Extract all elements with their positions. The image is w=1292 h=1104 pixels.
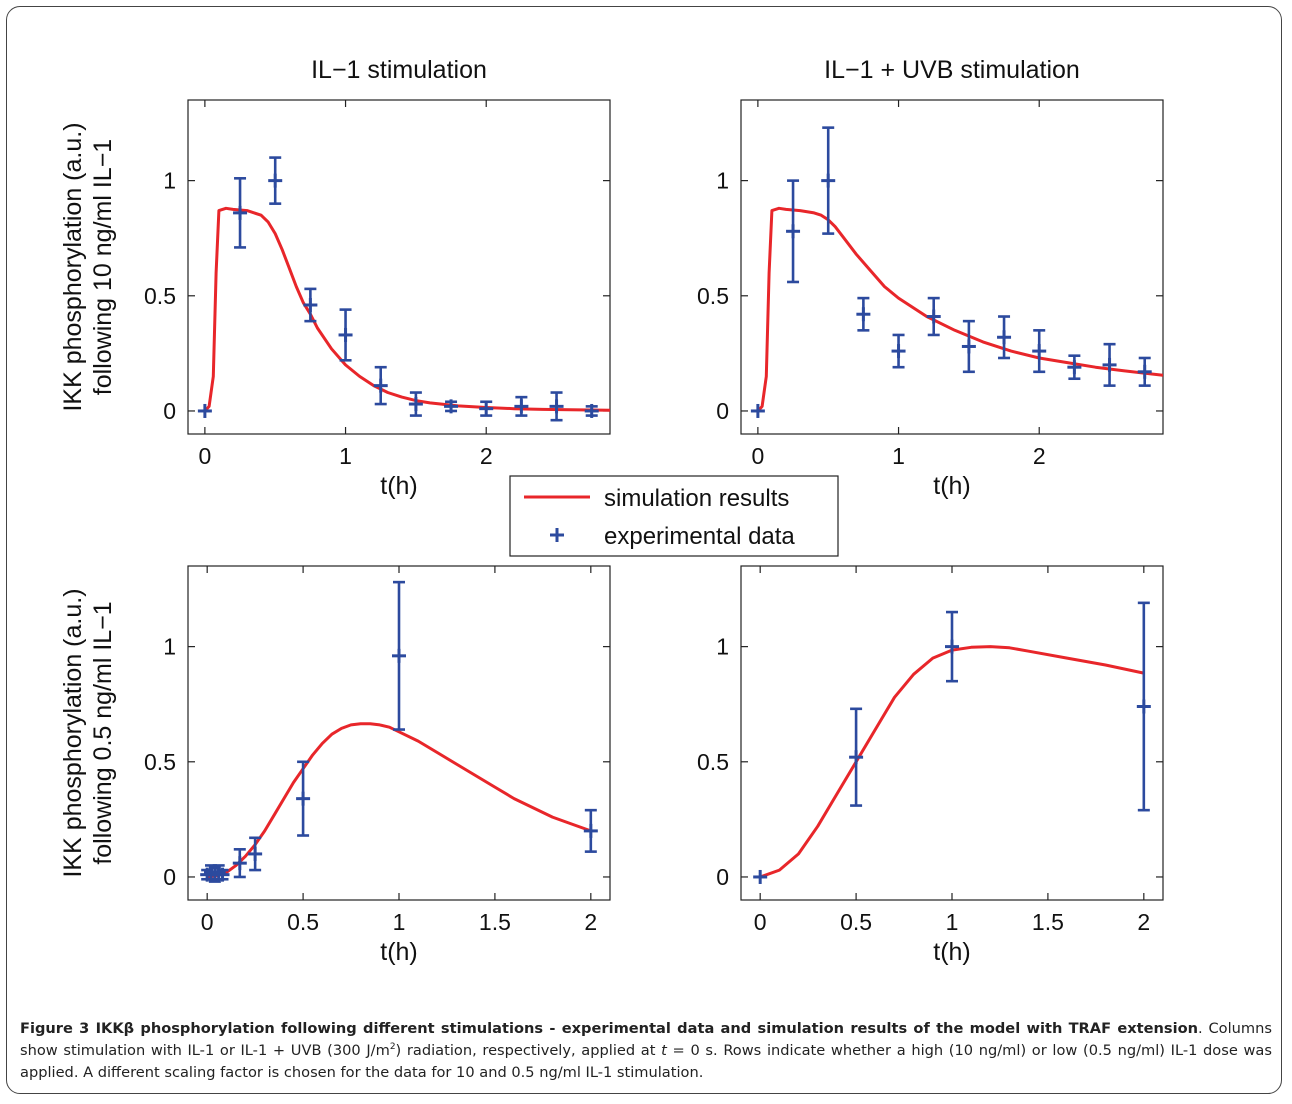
data-point	[296, 760, 311, 837]
data-point	[1067, 354, 1082, 381]
simulation-curve	[759, 645, 1145, 879]
data-point	[268, 156, 283, 205]
chart-title: IL−1 stimulation	[311, 56, 487, 84]
chart-panel-3: 0 0.5 1 1.5 2 0 0.5 1 t(h) IKK phosphorylation (a…	[59, 565, 611, 966]
y-tick-label: 1	[716, 634, 729, 660]
data-point	[1137, 356, 1152, 387]
data-point	[926, 296, 941, 337]
legend-box	[509, 475, 839, 557]
y-tick-label: 0.5	[144, 749, 176, 775]
chart-panel-1: 0 1 2 0 0.5 1 IL−1 stimulation t(h) IKK phosphor…	[59, 56, 611, 500]
data-point	[373, 365, 388, 406]
figure-panels: 0 1 2 0 0.5 1 IL−1 stimulation t(h) IKK phosphor…	[59, 56, 1164, 966]
legend-label-experimental: experimental data	[604, 523, 795, 550]
data-point	[1102, 342, 1117, 387]
data-point	[215, 867, 230, 882]
data-point	[961, 319, 976, 374]
data-point	[248, 836, 263, 872]
x-tick-label: 1	[393, 909, 406, 935]
x-tick-label: 2	[584, 909, 597, 935]
simulation-curve	[207, 722, 592, 879]
y-tick-label: 0	[716, 398, 729, 424]
data-point	[408, 391, 423, 417]
data-point	[584, 403, 599, 418]
data-point	[821, 126, 836, 235]
caption-body-pre: . Columns show stimulation with IL-1 or …	[20, 1020, 1272, 1059]
data-point	[945, 610, 959, 683]
x-tick-label: 2	[1137, 909, 1150, 935]
x-tick-label: 1	[892, 443, 905, 469]
x-tick-label: 0	[201, 909, 214, 935]
data-point	[232, 848, 247, 879]
caption-superscript: 2	[389, 1042, 396, 1053]
data-point	[233, 177, 248, 249]
simulation-curve	[203, 206, 610, 413]
simulation-curve	[756, 206, 1163, 413]
data-point	[338, 308, 353, 362]
data-point	[583, 808, 598, 853]
data-point	[197, 403, 212, 418]
data-point	[786, 179, 801, 284]
y-axis-label-2: following 0.5 ng/ml IL−1	[89, 601, 117, 864]
data-point	[849, 707, 864, 807]
y-tick-label: 1	[163, 634, 176, 660]
figure-caption: Figure 3 IKKβ phosphorylation following …	[20, 1018, 1272, 1084]
data-point	[479, 400, 494, 417]
x-axis-label: t(h)	[933, 472, 971, 500]
x-tick-label: 2	[480, 443, 493, 469]
x-tick-label: 1	[339, 443, 352, 469]
legend-plus-swatch	[550, 528, 564, 542]
data-point	[1032, 329, 1047, 374]
caption-body-mid: ) radiation, respectively, applied at	[395, 1042, 662, 1059]
figure-frame	[6, 6, 1282, 1094]
x-tick-label: 0	[751, 443, 764, 469]
data-point	[997, 315, 1012, 360]
y-tick-label: 0	[163, 398, 176, 424]
chart-title: IL−1 + UVB stimulation	[824, 56, 1080, 84]
data-point	[1136, 601, 1151, 812]
y-axis-label: IKK phosphorylation (a.u.)	[59, 122, 87, 411]
x-tick-label: 0	[198, 443, 211, 469]
data-point	[856, 296, 871, 332]
caption-variable: t	[661, 1042, 667, 1059]
x-tick-label: 1.5	[479, 909, 511, 935]
data-point	[303, 287, 318, 323]
chart-panel-2: 0 1 2 0 0.5 1 IL−1 + UVB stimulation t(h)	[697, 56, 1164, 500]
x-axis-label: t(h)	[933, 938, 971, 966]
y-axis-label: IKK phosphorylation (a.u.)	[59, 588, 87, 877]
y-tick-label: 1	[716, 168, 729, 194]
data-point	[444, 399, 459, 414]
data-point	[549, 391, 564, 422]
x-tick-label: 1.5	[1032, 909, 1064, 935]
data-point	[753, 869, 768, 884]
x-tick-label: 2	[1033, 443, 1046, 469]
legend-label-simulation: simulation results	[604, 485, 789, 512]
axes-box	[740, 99, 1164, 435]
axes-box	[187, 99, 611, 435]
data-point	[891, 333, 906, 369]
data-point	[514, 395, 529, 417]
x-axis-label: t(h)	[380, 472, 418, 500]
y-tick-label: 0.5	[144, 283, 176, 309]
y-tick-label: 0	[716, 864, 729, 890]
data-point	[750, 403, 765, 418]
data-point	[392, 580, 406, 731]
x-tick-label: 0.5	[287, 909, 319, 935]
x-tick-label: 0.5	[840, 909, 872, 935]
x-axis-label: t(h)	[380, 938, 418, 966]
y-tick-label: 0.5	[697, 283, 729, 309]
x-tick-label: 1	[946, 909, 959, 935]
caption-body-post: = 0 s. Rows indicate whether a high (10 …	[20, 1042, 1272, 1081]
x-tick-label: 0	[754, 909, 767, 935]
legend: simulation results experimental data	[509, 475, 839, 557]
y-tick-label: 0.5	[697, 749, 729, 775]
caption-lead: Figure 3 IKKβ phosphorylation following …	[20, 1020, 1199, 1037]
y-axis-label-2: following 10 ng/ml IL−1	[89, 139, 117, 395]
y-tick-label: 1	[163, 168, 176, 194]
chart-panel-4: 0 0.5 1 1.5 2 0 0.5 1 t(h)	[697, 565, 1164, 966]
y-tick-label: 0	[163, 864, 176, 890]
